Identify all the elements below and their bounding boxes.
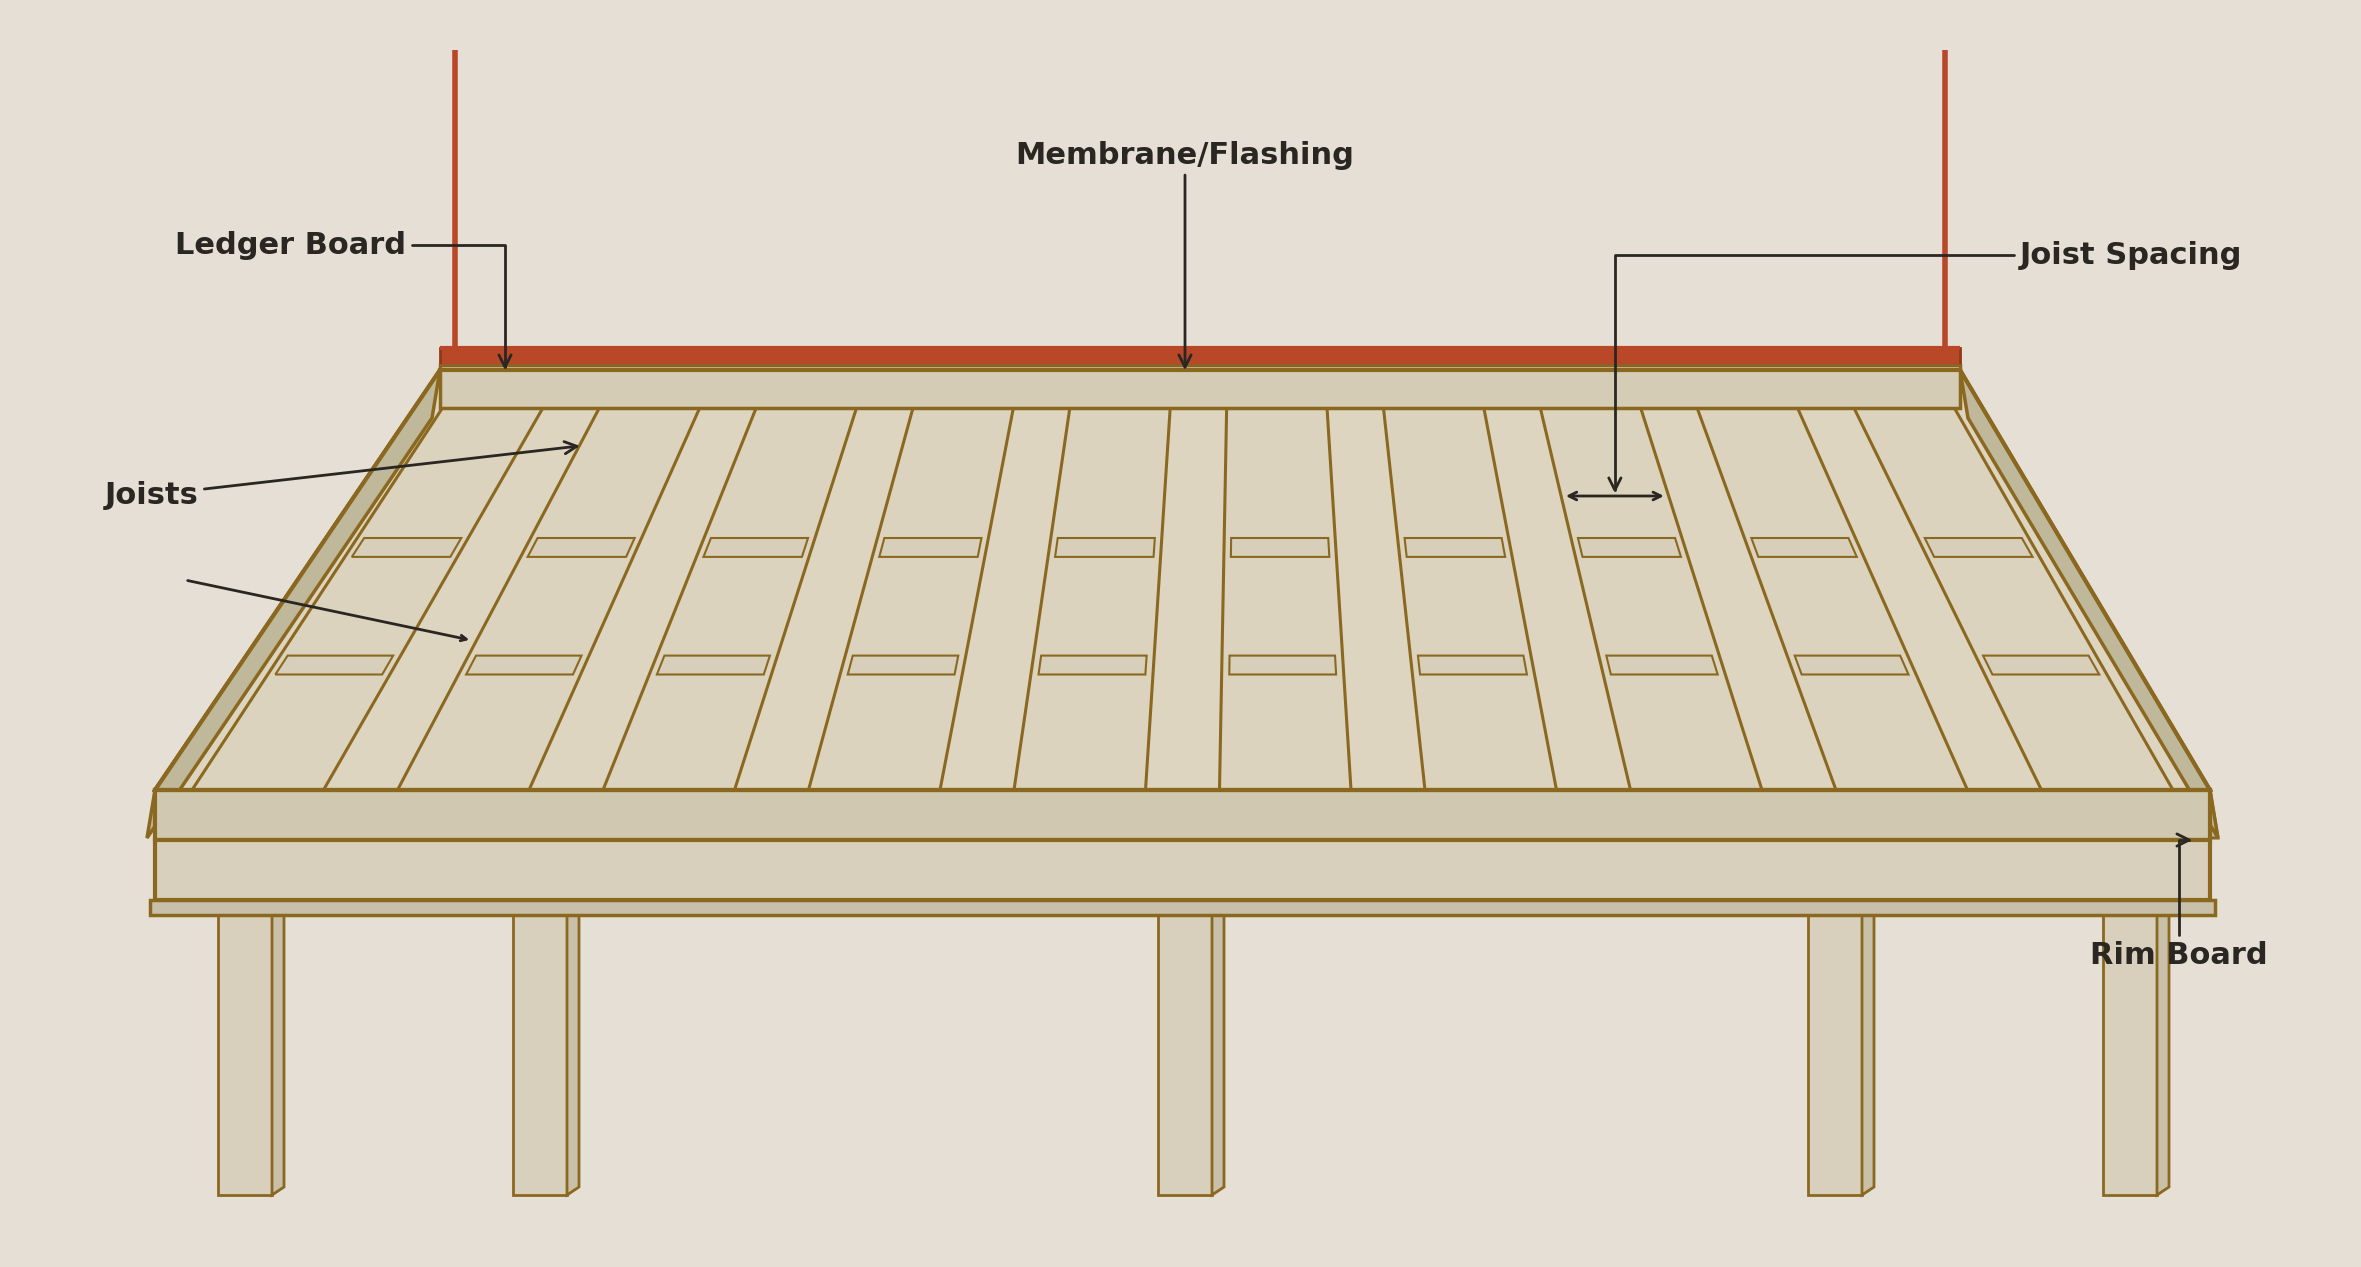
Polygon shape bbox=[1350, 791, 1433, 837]
Polygon shape bbox=[1863, 907, 1875, 1195]
Polygon shape bbox=[1794, 655, 1908, 674]
Polygon shape bbox=[156, 370, 467, 791]
Polygon shape bbox=[1157, 915, 1211, 1195]
Polygon shape bbox=[1983, 655, 2099, 674]
Polygon shape bbox=[2158, 907, 2170, 1195]
Polygon shape bbox=[352, 538, 460, 557]
Polygon shape bbox=[156, 370, 2210, 791]
Text: Joists: Joists bbox=[104, 442, 576, 509]
Polygon shape bbox=[512, 915, 567, 1195]
Polygon shape bbox=[567, 907, 578, 1195]
Polygon shape bbox=[1039, 655, 1147, 674]
Polygon shape bbox=[878, 538, 982, 557]
Polygon shape bbox=[1577, 538, 1681, 557]
Polygon shape bbox=[1230, 655, 1336, 674]
Polygon shape bbox=[940, 791, 1022, 837]
Polygon shape bbox=[1325, 370, 1426, 791]
Polygon shape bbox=[940, 370, 1074, 791]
Polygon shape bbox=[1924, 538, 2033, 557]
Polygon shape bbox=[1145, 791, 1228, 837]
Polygon shape bbox=[465, 655, 581, 674]
Text: Joist Spacing: Joist Spacing bbox=[1608, 241, 2243, 490]
Polygon shape bbox=[734, 791, 817, 837]
Polygon shape bbox=[2172, 791, 2217, 837]
Polygon shape bbox=[529, 370, 772, 791]
Polygon shape bbox=[734, 370, 923, 791]
Polygon shape bbox=[1556, 791, 1639, 837]
Text: Ledger Board: Ledger Board bbox=[175, 231, 510, 367]
Polygon shape bbox=[529, 791, 611, 837]
Polygon shape bbox=[1211, 907, 1223, 1195]
Polygon shape bbox=[439, 348, 1960, 365]
Polygon shape bbox=[1629, 370, 1837, 791]
Polygon shape bbox=[323, 370, 619, 791]
Polygon shape bbox=[217, 915, 272, 1195]
Polygon shape bbox=[1780, 370, 2042, 791]
Polygon shape bbox=[272, 907, 283, 1195]
Polygon shape bbox=[1055, 538, 1155, 557]
Polygon shape bbox=[276, 655, 394, 674]
Polygon shape bbox=[1960, 370, 2217, 837]
Polygon shape bbox=[1419, 655, 1528, 674]
Polygon shape bbox=[848, 655, 959, 674]
Text: Membrane/Flashing: Membrane/Flashing bbox=[1015, 141, 1355, 367]
Polygon shape bbox=[1809, 915, 1863, 1195]
Polygon shape bbox=[151, 900, 2215, 915]
Polygon shape bbox=[1934, 370, 2210, 791]
Polygon shape bbox=[1476, 370, 1631, 791]
Polygon shape bbox=[656, 655, 770, 674]
Polygon shape bbox=[1761, 791, 1844, 837]
Text: Rim Board: Rim Board bbox=[2089, 834, 2267, 969]
Polygon shape bbox=[156, 840, 2210, 900]
Polygon shape bbox=[1967, 791, 2049, 837]
Polygon shape bbox=[156, 791, 2210, 840]
Polygon shape bbox=[146, 370, 439, 837]
Polygon shape bbox=[1605, 655, 1719, 674]
Polygon shape bbox=[1752, 538, 1856, 557]
Polygon shape bbox=[439, 365, 1960, 408]
Polygon shape bbox=[156, 791, 201, 837]
Polygon shape bbox=[1405, 538, 1506, 557]
Polygon shape bbox=[704, 538, 807, 557]
Polygon shape bbox=[1145, 370, 1228, 791]
Polygon shape bbox=[527, 538, 635, 557]
Polygon shape bbox=[1230, 538, 1329, 557]
Polygon shape bbox=[323, 791, 406, 837]
Polygon shape bbox=[2104, 915, 2158, 1195]
